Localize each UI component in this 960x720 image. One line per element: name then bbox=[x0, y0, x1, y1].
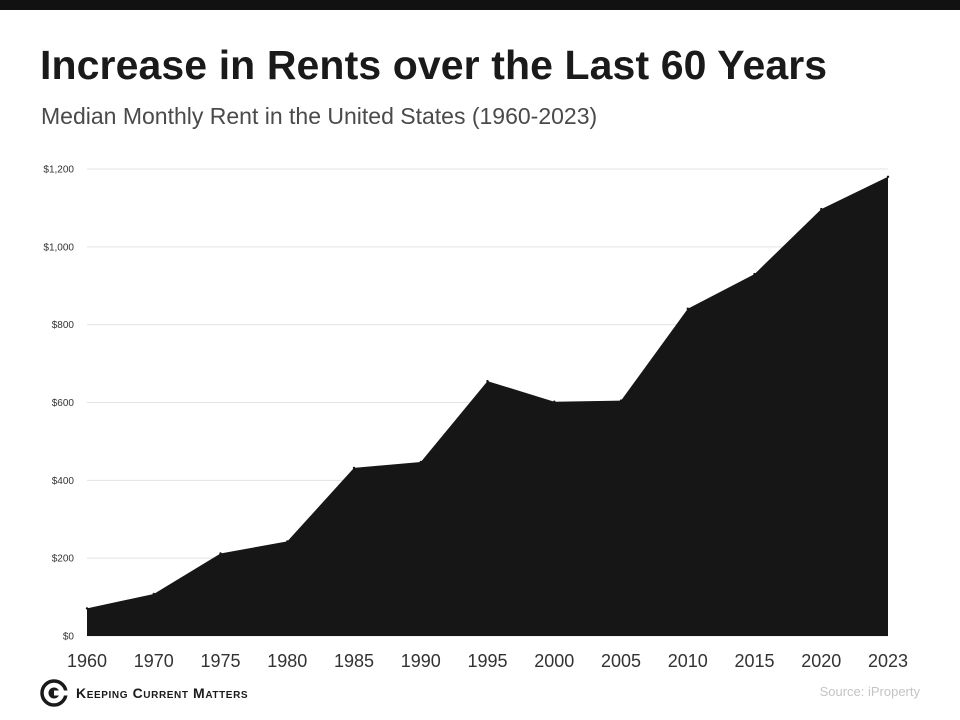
source-note: Source: iProperty bbox=[819, 684, 920, 699]
data-point bbox=[352, 466, 356, 470]
y-tick-label: $0 bbox=[63, 632, 75, 643]
top-bar bbox=[0, 0, 960, 10]
data-point bbox=[553, 400, 556, 403]
x-tick-label: 2005 bbox=[601, 651, 641, 671]
x-tick-label: 2015 bbox=[734, 651, 774, 671]
data-point bbox=[85, 607, 89, 610]
x-tick-label: 1975 bbox=[200, 651, 240, 671]
y-axis-ticks: $0 $200 $400 $600 $800 $1,000 $1,200 bbox=[43, 165, 74, 643]
brand-footer: Keeping Current Matters bbox=[40, 679, 248, 707]
data-point bbox=[686, 307, 689, 310]
x-tick-label: 1985 bbox=[334, 651, 374, 671]
y-tick-label: $200 bbox=[52, 554, 75, 565]
y-tick-label: $1,000 bbox=[43, 242, 74, 253]
data-point bbox=[219, 552, 222, 555]
data-point bbox=[419, 460, 422, 464]
data-point bbox=[820, 207, 823, 211]
x-tick-label: 2023 bbox=[868, 651, 908, 671]
y-tick-label: $1,200 bbox=[43, 165, 74, 176]
data-points bbox=[85, 175, 890, 610]
data-point bbox=[286, 540, 289, 543]
data-point bbox=[152, 592, 155, 596]
data-point bbox=[486, 379, 489, 383]
x-tick-label: 1980 bbox=[267, 651, 307, 671]
y-tick-label: $800 bbox=[52, 320, 75, 331]
data-point bbox=[619, 399, 623, 402]
brand-name: Keeping Current Matters bbox=[76, 685, 249, 701]
chart-title: Increase in Rents over the Last 60 Years bbox=[40, 42, 828, 88]
x-tick-label: 1960 bbox=[67, 651, 107, 671]
rent-area-chart: $0$200$400$600$800$1,000$1,200 1960 1970 1… bbox=[43, 165, 908, 672]
data-point bbox=[886, 175, 890, 178]
x-tick-label: 2000 bbox=[534, 651, 574, 671]
x-tick-label: 2020 bbox=[801, 651, 841, 671]
data-point bbox=[753, 272, 756, 276]
y-tick-label: $400 bbox=[52, 476, 75, 487]
x-tick-label: 1995 bbox=[467, 651, 507, 671]
x-tick-label: 2010 bbox=[668, 651, 708, 671]
rent-area bbox=[87, 176, 888, 637]
x-axis-ticks: 1960 1970 1975 1980 1985 1990 1995 2000 2005 2010… bbox=[67, 651, 908, 671]
x-tick-label: 1970 bbox=[134, 651, 174, 671]
x-tick-label: 1990 bbox=[401, 651, 441, 671]
y-tick-label: $600 bbox=[52, 398, 75, 409]
kcm-logo-icon bbox=[40, 679, 68, 707]
chart-subtitle: Median Monthly Rent in the United States… bbox=[41, 103, 598, 129]
